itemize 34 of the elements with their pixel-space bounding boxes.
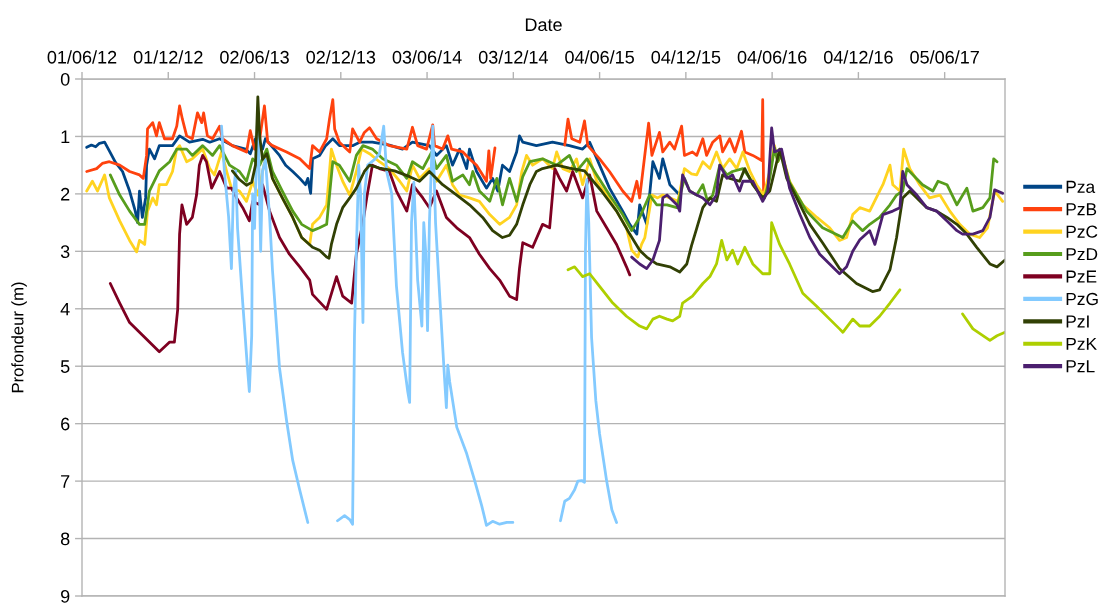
legend-label: PzD: [1066, 248, 1098, 261]
x-tick-label: 04/06/15: [565, 50, 634, 64]
line-series: [630, 126, 1005, 276]
y-tick-label: 6: [61, 417, 70, 431]
y-tick-label: 5: [60, 360, 70, 373]
x-tick-label: 03/06/14: [392, 50, 462, 64]
line-series: [230, 95, 1005, 293]
x-tick-label: 04/12/16: [823, 50, 893, 64]
y-tick-label: 9: [61, 589, 70, 603]
y-axis-title: Profondeur (m): [11, 282, 27, 393]
y-tick-label: 7: [61, 475, 70, 488]
x-tick-label: 04/12/15: [651, 50, 721, 64]
legend-label: PzK: [1066, 337, 1097, 350]
y-tick-label: 2: [61, 187, 70, 201]
y-tick-label: 4: [60, 302, 70, 316]
x-tick-label: 02/12/13: [306, 50, 376, 64]
legend-label: PzL: [1066, 360, 1095, 373]
legend-label: PzI: [1066, 315, 1089, 328]
x-tick-label: 05/06/17: [910, 50, 979, 64]
x-tick-label: 04/06/16: [737, 50, 807, 64]
x-axis-title: Date: [525, 18, 562, 32]
legend-label: PzB: [1066, 203, 1097, 216]
y-tick-label: 8: [60, 532, 70, 546]
legend-label: PzC: [1066, 225, 1098, 238]
x-tick-label: 01/06/12: [47, 50, 117, 64]
y-tick-label: 1: [61, 130, 70, 143]
y-tick-label: 3: [60, 245, 70, 259]
legend-label: Pza: [1066, 180, 1096, 193]
x-tick-label: 01/12/12: [133, 50, 203, 64]
legend-label: PzE: [1066, 270, 1097, 283]
legend-label: PzG: [1066, 292, 1098, 306]
x-tick-label: 02/06/13: [220, 50, 289, 64]
x-tick-label: 03/12/14: [478, 50, 548, 64]
y-tick-label: 0: [60, 72, 70, 86]
